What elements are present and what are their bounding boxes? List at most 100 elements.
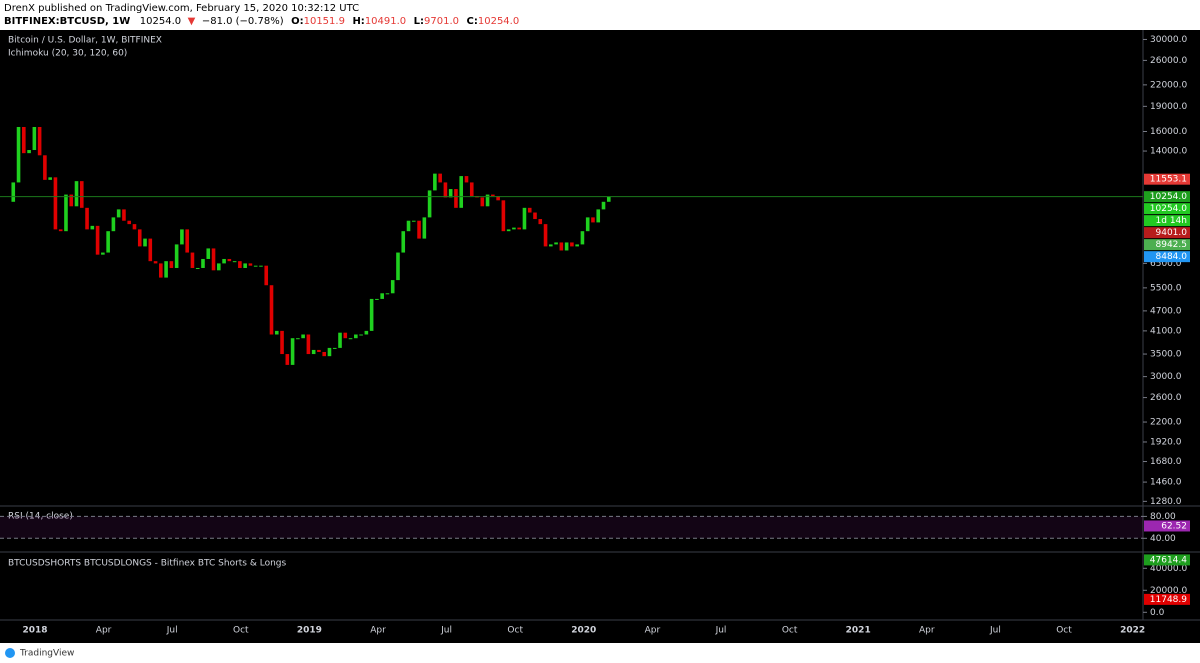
candle-body [354, 334, 358, 339]
candle-body [601, 201, 606, 210]
candle-body [290, 338, 295, 365]
candle-body [248, 263, 253, 266]
y-tick-label: 1460.0 [1150, 478, 1182, 488]
candle-body [137, 229, 142, 247]
candle-body [169, 261, 174, 268]
candle-body [180, 229, 184, 245]
y-tick-label: 16000.0 [1150, 127, 1187, 137]
candle-body [338, 332, 342, 348]
candle-body [122, 209, 126, 221]
y-tick-label: 30000.0 [1150, 35, 1187, 45]
price-label: 10254.0 [1150, 192, 1187, 202]
candle-body [174, 244, 179, 268]
x-tick-label: Jul [989, 626, 1001, 636]
last-value-bg [1144, 593, 1190, 605]
candle-body [348, 338, 353, 340]
candle-body [274, 330, 279, 335]
y-tick-label: 4700.0 [1150, 306, 1182, 316]
x-tick-label: Oct [507, 626, 523, 636]
candle-body [190, 252, 195, 268]
candle-body [406, 220, 411, 232]
ohlc-label: L: [414, 16, 424, 27]
candle-body [459, 176, 464, 208]
last-value-bg [1144, 520, 1190, 532]
x-tick-label: Apr [96, 626, 112, 636]
price-label: 8484.0 [1156, 252, 1188, 262]
y-tick-label: 14000.0 [1150, 147, 1187, 157]
x-tick-label: Oct [782, 626, 798, 636]
candle-body [69, 194, 74, 207]
ohlc-value: 9701.0 [424, 16, 459, 27]
candle-body [185, 229, 189, 253]
candle-body [570, 242, 574, 247]
candle-body [101, 252, 105, 255]
candle-body [22, 126, 26, 154]
candle-body [448, 189, 453, 198]
candle-body [32, 126, 37, 151]
ohlc-value: 10254.0 [478, 16, 519, 27]
candle-body [217, 263, 221, 271]
candle-body [491, 194, 495, 196]
ohlc-value: 10151.9 [304, 16, 345, 27]
y-tick-label: 4100.0 [1150, 326, 1182, 336]
last-value: 11748.9 [1150, 595, 1187, 605]
price-label-bg [1144, 239, 1190, 251]
candle-body [11, 182, 16, 202]
last-value: 62.52 [1161, 521, 1187, 531]
x-tick-label: 2018 [22, 626, 47, 636]
candle-body [143, 238, 147, 247]
ohlc-value: 10491.0 [365, 16, 406, 27]
logo [5, 648, 15, 658]
arrow: ▼ [188, 16, 196, 27]
candle-body [280, 330, 284, 355]
price-label: 8942.5 [1156, 240, 1188, 250]
y-tick-label: 22000.0 [1150, 80, 1187, 90]
candle-body [285, 354, 290, 365]
candle-body [375, 298, 379, 300]
candle-body [269, 285, 274, 335]
published-line: DrenX published on TradingView.com, Febr… [4, 3, 359, 14]
candle-body [148, 238, 153, 262]
candle-body [201, 258, 205, 268]
indicator-title: Ichimoku (20, 30, 120, 60) [8, 49, 127, 59]
candle-body [79, 181, 84, 208]
x-tick-label: Jul [715, 626, 727, 636]
y-tick-label: 80.00 [1150, 512, 1176, 522]
ohlc-label: H: [352, 16, 364, 27]
y-tick-label: 26000.0 [1150, 56, 1187, 66]
candle-body [64, 194, 68, 232]
x-tick-label: Apr [645, 626, 661, 636]
ohlc-label: O: [291, 16, 304, 27]
candle-body [153, 261, 158, 264]
y-tick-label: 20000.0 [1150, 586, 1187, 596]
candle-body [506, 229, 511, 232]
candle-body [585, 217, 590, 232]
candle-body [533, 212, 537, 220]
y-tick-label: 6500.0 [1150, 259, 1182, 269]
candle-body [454, 189, 458, 208]
candle-body [58, 229, 63, 232]
candle-body [606, 196, 611, 202]
header-bg [0, 0, 1200, 30]
y-tick-label: 0.0 [1150, 608, 1165, 618]
candle-body [512, 227, 516, 230]
candle-body [164, 261, 168, 278]
y-tick-label: 1920.0 [1150, 437, 1182, 447]
candle-body [385, 293, 390, 295]
candle-body [380, 293, 384, 299]
x-tick-label: Jul [440, 626, 452, 636]
y-tick-label: 40.00 [1150, 534, 1176, 544]
candle-body [85, 207, 89, 230]
x-tick-label: Jul [166, 626, 178, 636]
candle-body [580, 231, 585, 245]
y-tick-label: 2200.0 [1150, 418, 1182, 428]
candle-body [206, 248, 211, 259]
x-tick-label: Apr [919, 626, 935, 636]
x-tick-label: 2020 [571, 626, 596, 636]
candle-body [591, 217, 595, 223]
price-label: 11553.1 [1150, 175, 1187, 185]
price-label-bg [1144, 203, 1190, 215]
x-tick-label: 2021 [846, 626, 871, 636]
candle-body [317, 349, 321, 352]
candle-body [111, 217, 116, 232]
